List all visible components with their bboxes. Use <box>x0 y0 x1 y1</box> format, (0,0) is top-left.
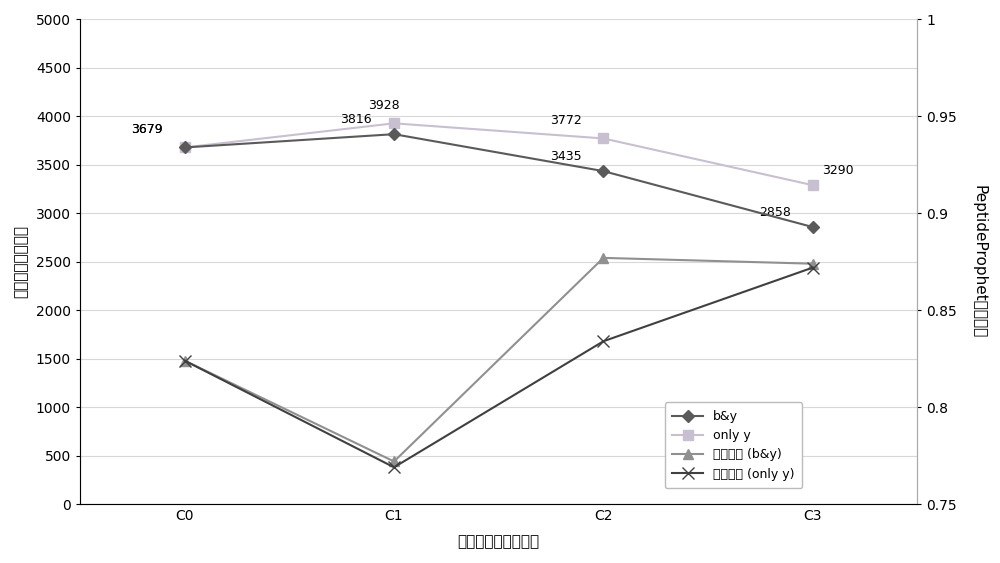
only y <box>388 120 400 127</box>
Legend: b&y, only y, 概率卡値 (b&y), 概率卡値 (only y): b&y, only y, 概率卡値 (b&y), 概率卡値 (only y) <box>665 403 802 488</box>
only y <box>597 135 609 142</box>
b&y <box>388 131 400 137</box>
Y-axis label: 高可信肽段鉴定数: 高可信肽段鉴定数 <box>14 225 29 298</box>
概率卡値 (b&y) <box>179 358 191 364</box>
Text: 3772: 3772 <box>550 114 582 127</box>
Text: 3679: 3679 <box>131 123 163 136</box>
Line: only y: only y <box>180 118 818 190</box>
概率卡値 (b&y) <box>388 458 400 465</box>
only y <box>179 144 191 151</box>
概率卡値 (only y) <box>179 358 191 364</box>
Text: 2858: 2858 <box>759 206 791 220</box>
概率卡値 (only y) <box>807 264 819 271</box>
b&y <box>597 168 609 175</box>
概率卡値 (only y) <box>597 338 609 345</box>
Line: 概率卡値 (b&y): 概率卡値 (b&y) <box>180 253 818 466</box>
X-axis label: 非单一同位素峰个数: 非单一同位素峰个数 <box>458 534 540 549</box>
only y <box>807 182 819 189</box>
Text: 3290: 3290 <box>822 164 854 177</box>
b&y <box>807 224 819 230</box>
Line: b&y: b&y <box>181 130 817 231</box>
Text: 3679: 3679 <box>131 123 163 136</box>
Y-axis label: PeptideProphet概率卡値: PeptideProphet概率卡値 <box>971 185 986 338</box>
概率卡値 (b&y) <box>807 260 819 267</box>
Line: 概率卡値 (only y): 概率卡値 (only y) <box>179 262 818 473</box>
b&y <box>179 144 191 151</box>
Text: 3435: 3435 <box>550 150 582 163</box>
概率卡値 (b&y) <box>597 254 609 261</box>
概率卡値 (only y) <box>388 464 400 471</box>
Text: 3816: 3816 <box>341 113 372 127</box>
Text: 3928: 3928 <box>368 99 399 111</box>
